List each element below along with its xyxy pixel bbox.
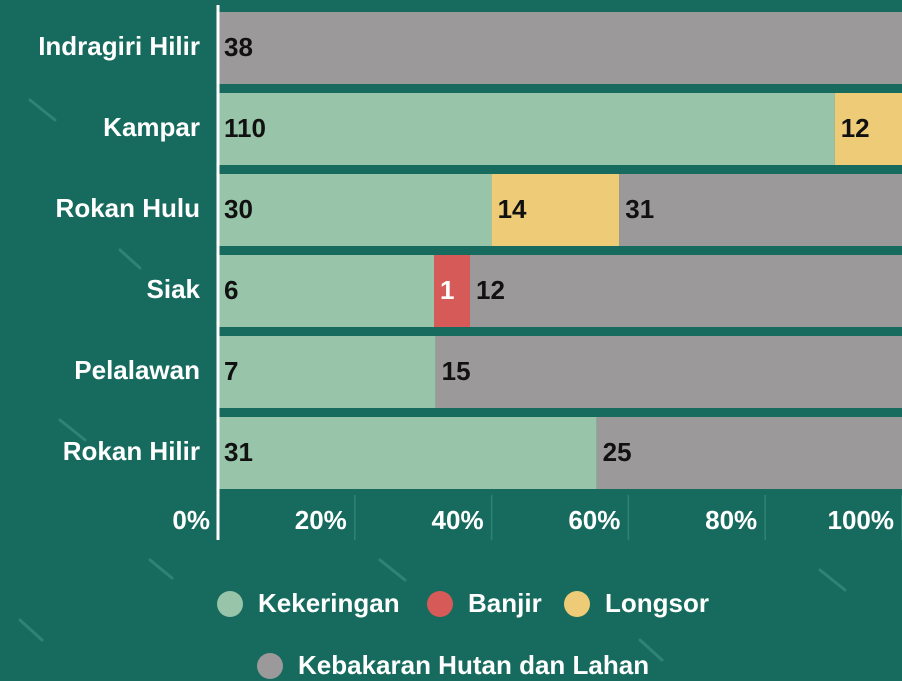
- bar-segment: [491, 174, 620, 246]
- legend-label: Kebakaran Hutan dan Lahan: [298, 650, 649, 680]
- data-label: 12: [841, 113, 870, 143]
- x-tick-label: 100%: [828, 505, 895, 535]
- y-tick-label: Pelalawan: [74, 355, 200, 385]
- y-tick-label: Rokan Hulu: [56, 193, 200, 223]
- data-label: 30: [224, 194, 253, 224]
- texture: [18, 98, 847, 662]
- bar-segment: [218, 336, 436, 408]
- bar-segment: [218, 255, 434, 327]
- bar-segment: [435, 336, 902, 408]
- data-label: 31: [224, 437, 253, 467]
- y-tick-label: Siak: [147, 274, 201, 304]
- data-label: 15: [442, 356, 471, 386]
- data-label: 110: [224, 113, 266, 143]
- legend-swatch: [257, 653, 283, 679]
- bar-segment: [218, 174, 492, 246]
- data-label: 6: [224, 275, 238, 305]
- data-label: 14: [498, 194, 527, 224]
- data-label: 25: [603, 437, 632, 467]
- x-tick-label: 20%: [295, 505, 347, 535]
- bar-segment: [218, 93, 835, 165]
- data-label: 7: [224, 356, 238, 386]
- data-label: 31: [625, 194, 654, 224]
- bar-segment: [596, 417, 902, 489]
- legend-label: Kekeringan: [258, 588, 400, 618]
- bar-segment: [470, 255, 902, 327]
- x-tick-label: 40%: [432, 505, 484, 535]
- legend-label: Longsor: [605, 588, 709, 618]
- legend-swatch: [427, 591, 453, 617]
- bar-segment: [619, 174, 902, 246]
- legend-label: Banjir: [468, 588, 542, 618]
- x-tick-label: 0%: [172, 505, 210, 535]
- data-label: 38: [224, 32, 253, 62]
- legend-swatch: [564, 591, 590, 617]
- x-tick-label: 60%: [568, 505, 620, 535]
- bar-segment: [218, 12, 902, 84]
- bar-segment: [834, 93, 902, 165]
- y-tick-label: Indragiri Hilir: [38, 31, 200, 61]
- y-tick-label: Kampar: [103, 112, 200, 142]
- y-tick-label: Rokan Hilir: [63, 436, 200, 466]
- bar-segment: [218, 417, 597, 489]
- bar-segment: [434, 255, 470, 327]
- data-label: 1: [440, 275, 454, 305]
- data-label: 12: [476, 275, 505, 305]
- legend-swatch: [217, 591, 243, 617]
- x-tick-label: 80%: [705, 505, 757, 535]
